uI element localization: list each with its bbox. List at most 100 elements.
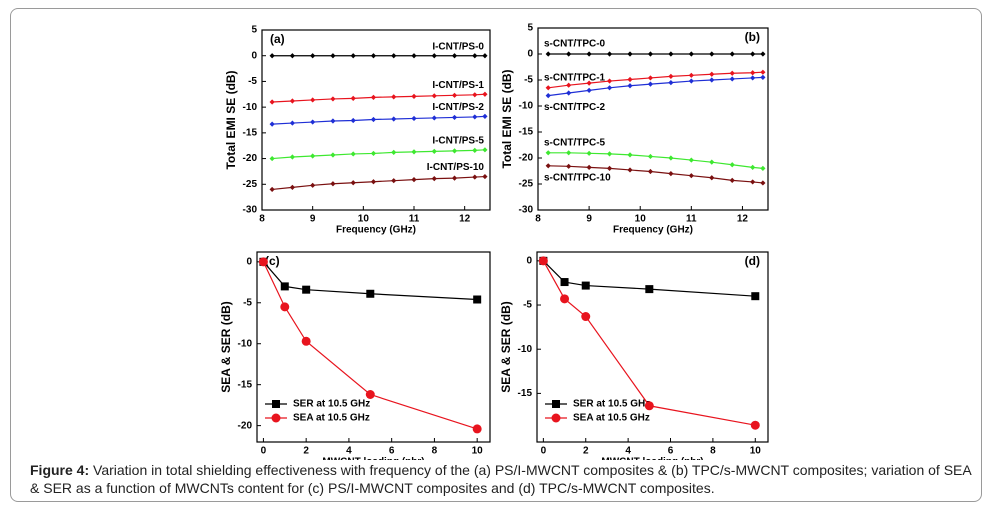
series-line	[548, 152, 763, 169]
marker	[566, 51, 572, 57]
series-label: s-CNT/TPC-0	[544, 39, 606, 50]
y-tick-label: 5	[527, 23, 533, 34]
marker	[289, 184, 295, 190]
x-tick-label: 0	[261, 446, 267, 457]
marker	[688, 72, 694, 78]
x-tick-label: 6	[389, 446, 395, 457]
plot-area	[536, 251, 769, 443]
x-tick-label: 9	[586, 214, 592, 225]
x-axis-label: Frequency (GHz)	[336, 225, 416, 236]
y-tick-label: -20	[519, 153, 534, 164]
marker	[647, 81, 654, 87]
marker	[647, 168, 654, 175]
marker	[269, 186, 275, 193]
marker	[644, 401, 654, 411]
caption: Figure 4: Variation in total shielding e…	[30, 461, 975, 497]
marker	[627, 51, 633, 57]
y-tick-label: -30	[243, 205, 258, 216]
x-tick-label: 10	[635, 214, 647, 225]
marker	[269, 121, 275, 127]
marker	[472, 174, 478, 180]
marker	[451, 114, 458, 121]
series-line	[272, 93, 485, 103]
marker	[566, 150, 572, 156]
marker	[606, 85, 613, 91]
marker	[289, 98, 295, 104]
marker	[688, 157, 694, 163]
marker	[709, 71, 715, 77]
x-axis-label: MWCNT loading (phr)	[322, 457, 424, 460]
x-tick-label: 2	[583, 446, 589, 457]
series-label: s-CNT/TPC-10	[544, 172, 611, 183]
y-tick-label: -20	[238, 420, 253, 431]
marker	[760, 180, 766, 186]
marker	[729, 162, 735, 168]
legend-marker	[551, 413, 561, 423]
x-tick-label: 0	[541, 446, 547, 457]
marker	[472, 92, 478, 98]
series-line	[272, 149, 485, 160]
marker	[302, 285, 311, 294]
marker	[258, 257, 268, 267]
marker	[472, 114, 478, 120]
marker	[586, 164, 592, 170]
series-label: I-CNT/PS-1	[432, 80, 484, 91]
marker	[645, 285, 654, 294]
marker	[586, 51, 592, 57]
x-tick-label: 11	[686, 214, 697, 225]
y-tick-label: -20	[243, 153, 258, 164]
marker	[545, 163, 551, 169]
marker	[688, 78, 694, 84]
marker	[729, 70, 735, 76]
y-tick-label: -15	[238, 379, 253, 390]
marker	[627, 76, 633, 83]
marker	[760, 74, 766, 80]
marker	[350, 117, 356, 124]
y-axis-label: Total EMI SE (dB)	[224, 70, 238, 169]
marker	[560, 294, 570, 304]
marker	[350, 180, 356, 186]
marker	[760, 51, 766, 57]
marker	[472, 424, 482, 434]
panel-label: (b)	[745, 30, 760, 44]
marker	[760, 69, 766, 75]
y-tick-label: 0	[251, 50, 257, 61]
series-label: I-CNT/PS-2	[432, 102, 484, 113]
marker	[581, 312, 591, 322]
marker	[668, 80, 674, 86]
marker	[750, 70, 756, 76]
x-axis-label: Frequency (GHz)	[613, 225, 693, 236]
marker	[473, 295, 482, 304]
marker	[482, 91, 488, 97]
marker	[280, 302, 290, 312]
marker	[411, 177, 417, 183]
marker	[482, 173, 488, 180]
series-label: I-CNT/PS-10	[427, 162, 485, 173]
y-tick-label: -25	[519, 179, 534, 190]
marker	[451, 92, 458, 98]
marker	[750, 179, 756, 185]
marker	[586, 87, 592, 93]
marker	[586, 150, 592, 156]
x-tick-label: 8	[259, 214, 265, 225]
marker	[451, 148, 458, 154]
series-label: s-CNT/TPC-2	[544, 102, 606, 113]
marker	[545, 51, 551, 57]
marker	[310, 53, 316, 59]
plot-area	[261, 29, 491, 211]
marker	[370, 94, 377, 100]
marker	[560, 278, 569, 287]
marker	[431, 53, 437, 59]
marker	[289, 120, 295, 126]
marker	[668, 51, 674, 57]
marker	[269, 155, 275, 162]
marker	[310, 97, 316, 103]
panel-label: (a)	[270, 32, 285, 46]
marker	[750, 75, 756, 81]
marker	[606, 165, 613, 171]
y-tick-label: 0	[527, 49, 533, 60]
x-tick-label: 11	[409, 214, 420, 225]
marker	[538, 256, 548, 266]
y-tick-label: -15	[518, 388, 533, 399]
y-tick-label: -10	[518, 344, 533, 355]
